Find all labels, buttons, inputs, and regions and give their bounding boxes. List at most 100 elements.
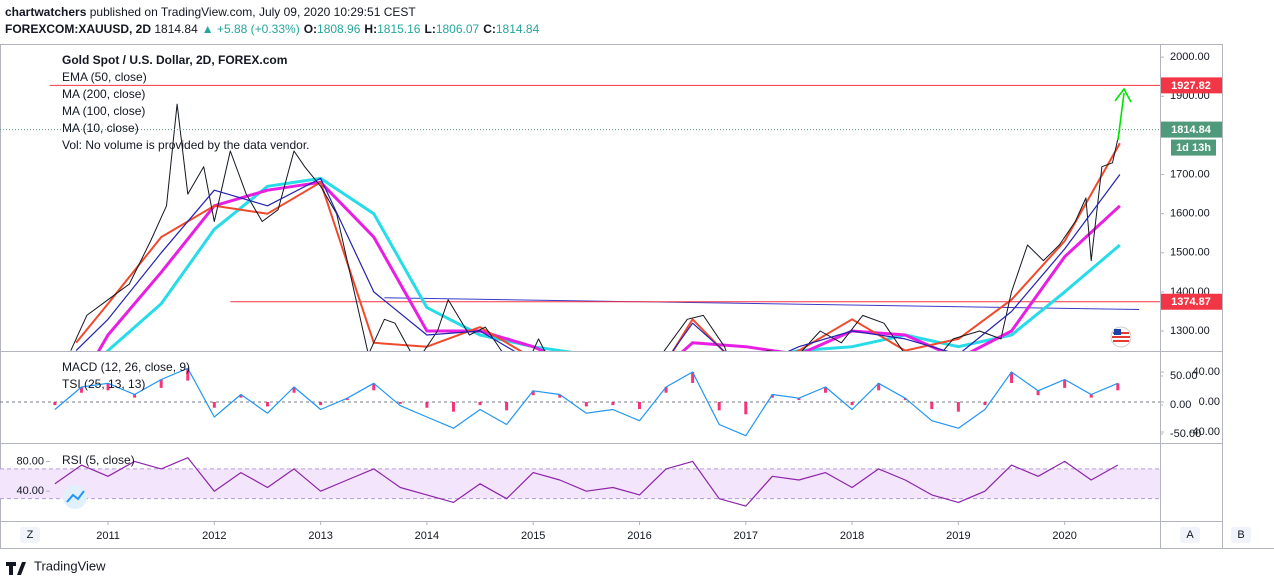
histogram-bar <box>505 401 509 411</box>
ohlc-key: O: <box>303 22 318 36</box>
level-label: 1374.87 <box>1171 296 1211 308</box>
x-tick-label: 2014 <box>415 530 439 542</box>
volume-note: Vol: No volume is provided by the data v… <box>62 138 309 152</box>
histogram-bar <box>664 387 668 393</box>
histogram-bar <box>345 398 349 401</box>
histogram-bar <box>691 372 695 384</box>
histogram-bar <box>79 387 83 393</box>
ma-line <box>75 142 1121 351</box>
histogram-bar <box>1116 383 1120 391</box>
legend-entry: MA (10, close) <box>62 121 139 135</box>
scale-button[interactable] <box>20 527 40 543</box>
histogram-bar <box>930 401 934 410</box>
y-tick-label: 1500.00 <box>1170 247 1210 259</box>
histogram-bar <box>797 398 801 401</box>
histogram-bar <box>744 401 748 415</box>
y-tick-label: 40.00 <box>1192 366 1220 378</box>
histogram-bar <box>451 401 455 412</box>
y-tick-label: 80.00 <box>16 455 44 467</box>
legend-entry: EMA (50, close) <box>62 70 147 84</box>
histogram-bar <box>239 394 243 398</box>
panel-title: RSI (5, close) <box>62 453 135 467</box>
histogram-bar <box>1036 390 1040 396</box>
countdown-box <box>1171 139 1216 156</box>
histogram-bar <box>1010 372 1014 384</box>
histogram-bar <box>611 401 615 406</box>
rsi-band <box>0 468 1160 499</box>
watermark-icon <box>63 485 87 509</box>
histogram-bar <box>186 368 190 381</box>
scale-button-label[interactable]: Z <box>27 529 34 541</box>
histogram-bar <box>265 401 269 407</box>
x-tick-label: 2011 <box>96 530 120 542</box>
price-label: 1814.84 <box>1171 124 1212 136</box>
countdown-label: 1d 13h <box>1176 142 1211 154</box>
ohlc-value: 1808.96 <box>317 22 361 36</box>
histogram-bar <box>292 387 296 393</box>
last: 1814.84 <box>154 22 198 36</box>
histogram-bar <box>106 383 110 391</box>
panel-subtitle: TSI (25, 13, 13) <box>62 377 145 391</box>
ohlc-key: L: <box>424 22 436 36</box>
histogram-bar <box>212 401 216 408</box>
x-tick-label: 2020 <box>1052 530 1076 542</box>
pane-borders <box>0 44 1274 549</box>
x-tick-label: 2017 <box>734 530 758 542</box>
x-tick-label: 2019 <box>946 530 970 542</box>
log-button-label[interactable]: B <box>1237 529 1244 541</box>
legend-entry: MA (200, close) <box>62 87 145 101</box>
histogram-bar <box>770 394 774 398</box>
histogram-bar <box>531 390 535 396</box>
published: published on TradingView.com, July 09, 2… <box>89 5 416 19</box>
histogram-bar <box>53 401 57 406</box>
histogram-bar <box>584 401 588 407</box>
level-label-box <box>1161 293 1222 310</box>
histogram-bar <box>133 394 137 398</box>
log-button[interactable] <box>1231 527 1251 543</box>
histogram-bar <box>824 387 828 393</box>
target-arrow <box>1117 92 1125 141</box>
y-tick-label: 1600.00 <box>1170 208 1210 220</box>
y2-tick-label: -50.00 <box>1170 428 1201 440</box>
x-tick-label: 2018 <box>840 530 864 542</box>
macd-line <box>54 367 1119 437</box>
y-tick-label: 2000.00 <box>1170 51 1210 63</box>
x-tick-label: 2013 <box>308 530 332 542</box>
histogram-bar <box>1063 379 1067 388</box>
ohlc-value: 1815.16 <box>377 22 421 36</box>
histogram-bar <box>956 401 960 412</box>
auto-button-label[interactable]: A <box>1186 529 1194 541</box>
histogram-bar <box>159 379 163 388</box>
y2-tick-label: 0.00 <box>1170 399 1191 411</box>
y-tick-label: 1700.00 <box>1170 168 1210 180</box>
y-tick-label: 0.00 <box>1199 396 1220 408</box>
histogram-bar <box>372 383 376 391</box>
auto-button[interactable] <box>1180 527 1200 543</box>
legend-entry: MA (100, close) <box>62 104 145 118</box>
price-label-box <box>1161 121 1222 138</box>
publish-line: chartwatchers published on TradingView.c… <box>5 4 543 21</box>
x-tick-label: 2016 <box>627 530 651 542</box>
change: ▲ +5.88 (+0.33%) <box>201 22 300 36</box>
trend-line <box>384 297 1140 310</box>
price-line <box>70 103 1121 351</box>
target-arrow-head <box>1114 87 1132 103</box>
ohlc-key: C: <box>483 22 496 36</box>
histogram-bar <box>877 383 881 391</box>
level-label: 1927.82 <box>1171 80 1211 92</box>
publisher: chartwatchers <box>5 5 87 19</box>
header: chartwatchers published on TradingView.c… <box>5 4 543 38</box>
x-tick-label: 2015 <box>521 530 545 542</box>
histogram-bar <box>319 401 323 406</box>
quote-line: FOREXCOM:XAUUSD, 2D 1814.84 ▲ +5.88 (+0.3… <box>5 21 543 38</box>
chart-title: Gold Spot / U.S. Dollar, 2D, FOREX.com <box>62 53 287 67</box>
level-label-box <box>1161 77 1222 94</box>
y-tick-label: 40.00 <box>16 485 44 497</box>
ohlc-value: 1814.84 <box>495 22 540 36</box>
tv-logo <box>6 562 26 575</box>
flag-icon <box>1110 326 1132 348</box>
histogram-bar <box>398 401 402 404</box>
footer-brand: TradingView <box>34 558 106 573</box>
